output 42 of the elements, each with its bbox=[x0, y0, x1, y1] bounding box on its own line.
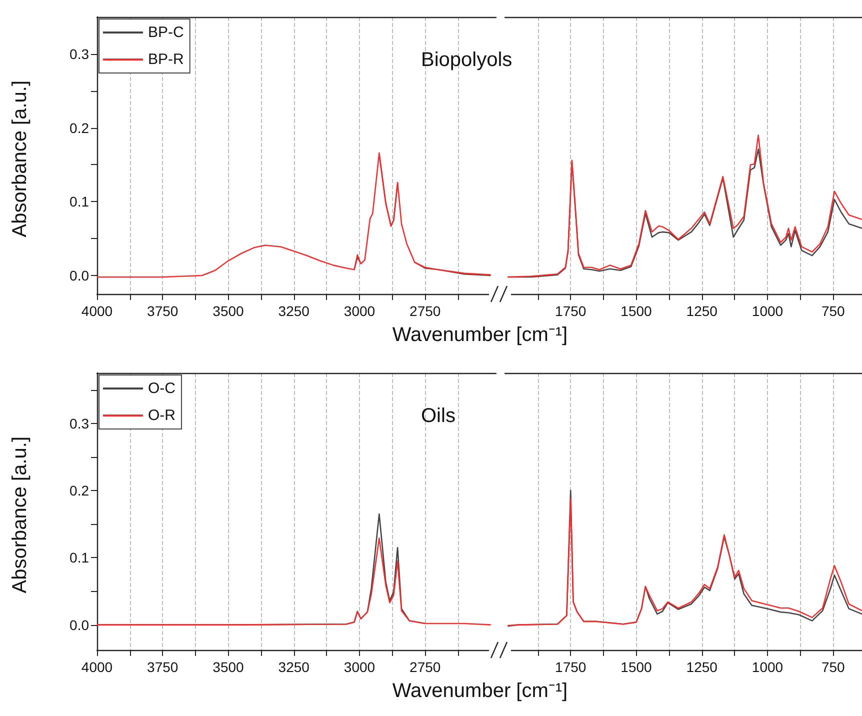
x-tick-label: 4000 bbox=[81, 303, 113, 319]
y-tick-label: 0.1 bbox=[70, 550, 90, 566]
x-tick-label: 3250 bbox=[278, 303, 310, 319]
text: Oils bbox=[421, 405, 456, 427]
x-tick-label: 2750 bbox=[410, 303, 441, 319]
y-tick-label: 0.2 bbox=[70, 482, 90, 499]
y-tick-label: 0.0 bbox=[70, 268, 90, 284]
legend-label: O-C bbox=[148, 380, 176, 397]
line-series bbox=[96, 538, 492, 626]
x-tick-label: 750 bbox=[821, 659, 846, 675]
x-tick-label: 1250 bbox=[686, 303, 718, 319]
y-axis-title: Absorbance [a.u.] bbox=[9, 80, 31, 238]
x-tick-label: 1500 bbox=[620, 303, 652, 319]
y-tick-label: 0.3 bbox=[70, 415, 90, 432]
x-tick-label: 3500 bbox=[212, 659, 244, 675]
x-tick-label: 1250 bbox=[686, 659, 718, 675]
y-tick-label: 0.2 bbox=[70, 120, 90, 136]
x-tick-label: 3250 bbox=[278, 659, 310, 675]
x-tick-label: 1000 bbox=[752, 303, 784, 319]
x-tick-label: 3000 bbox=[344, 303, 376, 319]
x-tick-label: 3500 bbox=[212, 303, 244, 319]
y-tick-label: 0.1 bbox=[70, 194, 90, 210]
text: Biopolyols bbox=[421, 49, 512, 71]
legend-label: BP-C bbox=[148, 24, 184, 41]
x-tick-label: 4000 bbox=[81, 659, 113, 675]
x-tick-label: 1750 bbox=[555, 303, 586, 319]
x-tick-label: 1750 bbox=[555, 659, 586, 675]
x-axis-title: Wavenumber [cm⁻¹] bbox=[392, 680, 568, 702]
x-tick-label: 3000 bbox=[344, 659, 376, 675]
y-tick-label: 0.0 bbox=[70, 616, 90, 633]
y-axis-title: Absorbance [a.u.] bbox=[9, 436, 31, 594]
x-tick-label: 3750 bbox=[147, 659, 178, 675]
x-tick-label: 3750 bbox=[147, 303, 178, 319]
x-tick-label: 1000 bbox=[752, 659, 784, 675]
legend-label: BP-R bbox=[148, 51, 184, 68]
line-series bbox=[96, 152, 492, 278]
x-tick-label: 750 bbox=[821, 303, 846, 319]
legend-label: O-R bbox=[148, 407, 176, 424]
x-tick-label: 2750 bbox=[410, 659, 441, 675]
y-tick-label: 0.3 bbox=[70, 46, 90, 62]
x-axis-title: Wavenumber [cm⁻¹] bbox=[392, 324, 568, 346]
x-tick-label: 1500 bbox=[620, 659, 652, 675]
